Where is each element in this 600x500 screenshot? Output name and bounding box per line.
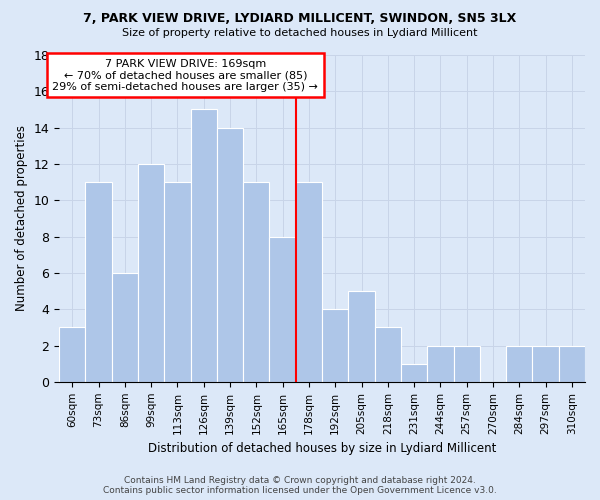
Bar: [191, 110, 217, 382]
Bar: [349, 291, 374, 382]
Bar: [296, 182, 322, 382]
Bar: [59, 328, 85, 382]
Bar: [243, 182, 269, 382]
Bar: [85, 182, 112, 382]
Bar: [322, 309, 349, 382]
Bar: [374, 328, 401, 382]
Text: Contains HM Land Registry data © Crown copyright and database right 2024.
Contai: Contains HM Land Registry data © Crown c…: [103, 476, 497, 495]
Bar: [138, 164, 164, 382]
Bar: [112, 273, 138, 382]
Y-axis label: Number of detached properties: Number of detached properties: [15, 126, 28, 312]
Bar: [532, 346, 559, 382]
Bar: [164, 182, 191, 382]
Bar: [401, 364, 427, 382]
Bar: [454, 346, 480, 382]
Text: Size of property relative to detached houses in Lydiard Millicent: Size of property relative to detached ho…: [122, 28, 478, 38]
Bar: [217, 128, 243, 382]
Bar: [559, 346, 585, 382]
Text: 7 PARK VIEW DRIVE: 169sqm
← 70% of detached houses are smaller (85)
29% of semi-: 7 PARK VIEW DRIVE: 169sqm ← 70% of detac…: [52, 58, 318, 92]
Bar: [427, 346, 454, 382]
X-axis label: Distribution of detached houses by size in Lydiard Millicent: Distribution of detached houses by size …: [148, 442, 496, 455]
Bar: [506, 346, 532, 382]
Text: 7, PARK VIEW DRIVE, LYDIARD MILLICENT, SWINDON, SN5 3LX: 7, PARK VIEW DRIVE, LYDIARD MILLICENT, S…: [83, 12, 517, 26]
Bar: [269, 236, 296, 382]
